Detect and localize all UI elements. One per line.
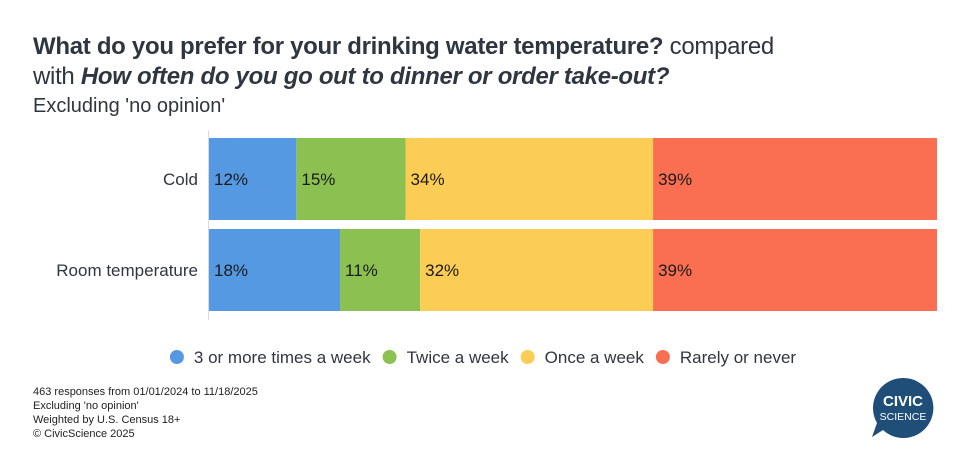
data-label: 39% xyxy=(658,170,692,189)
legend-marker xyxy=(169,350,184,364)
data-label: 12% xyxy=(214,170,248,189)
bar-segment xyxy=(340,229,421,311)
footer-responses: 463 responses from 01/01/2024 to 11/18/2… xyxy=(33,386,258,398)
category-label: Cold xyxy=(163,170,198,189)
bar-segment xyxy=(405,138,654,220)
chart-subtitle: Excluding 'no opinion' xyxy=(33,95,226,117)
bar-segment xyxy=(296,138,406,220)
logo-line-1: CIVIC xyxy=(883,393,923,410)
legend-marker xyxy=(382,350,397,364)
civicscience-logo: CIVIC SCIENCE xyxy=(872,377,934,438)
legend-marker xyxy=(655,350,670,364)
title-connector: compared xyxy=(669,33,775,60)
category-label: Room temperature xyxy=(56,261,198,280)
bar-segment xyxy=(420,229,654,311)
title-question-1: What do you prefer for your drinking wat… xyxy=(33,33,664,60)
chart-title: What do you prefer for your drinking wat… xyxy=(33,32,933,92)
footer-excluding: Excluding 'no opinion' xyxy=(33,400,139,412)
bar-segment xyxy=(653,138,937,220)
data-label: 15% xyxy=(301,170,335,189)
title-question-2: How often do you go out to dinner or ord… xyxy=(80,63,670,90)
legend: 3 or more times a week Twice a week Once a… xyxy=(169,348,797,367)
legend-label: Once a week xyxy=(545,348,645,367)
legend-label: Rarely or never xyxy=(680,348,797,367)
bar-segment xyxy=(653,229,937,311)
data-label: 11% xyxy=(345,261,378,280)
bar-segment xyxy=(209,138,297,220)
footer-notes: 463 responses from 01/01/2024 to 11/18/2… xyxy=(33,385,258,441)
logo-line-2: SCIENCE xyxy=(880,411,927,423)
bar-segment xyxy=(209,229,341,311)
logo-bubble-icon xyxy=(872,377,934,438)
footer-copyright: © CivicScience 2025 xyxy=(33,428,135,440)
data-label: 39% xyxy=(658,261,692,280)
legend-label: 3 or more times a week xyxy=(194,348,371,367)
data-label: 34% xyxy=(411,170,445,189)
legend-marker xyxy=(520,350,535,364)
data-label: 18% xyxy=(214,261,248,280)
footer-weighting: Weighted by U.S. Census 18+ xyxy=(33,414,181,426)
title-with: with xyxy=(33,63,75,90)
legend-label: Twice a week xyxy=(407,348,510,367)
data-label: 32% xyxy=(425,261,459,280)
